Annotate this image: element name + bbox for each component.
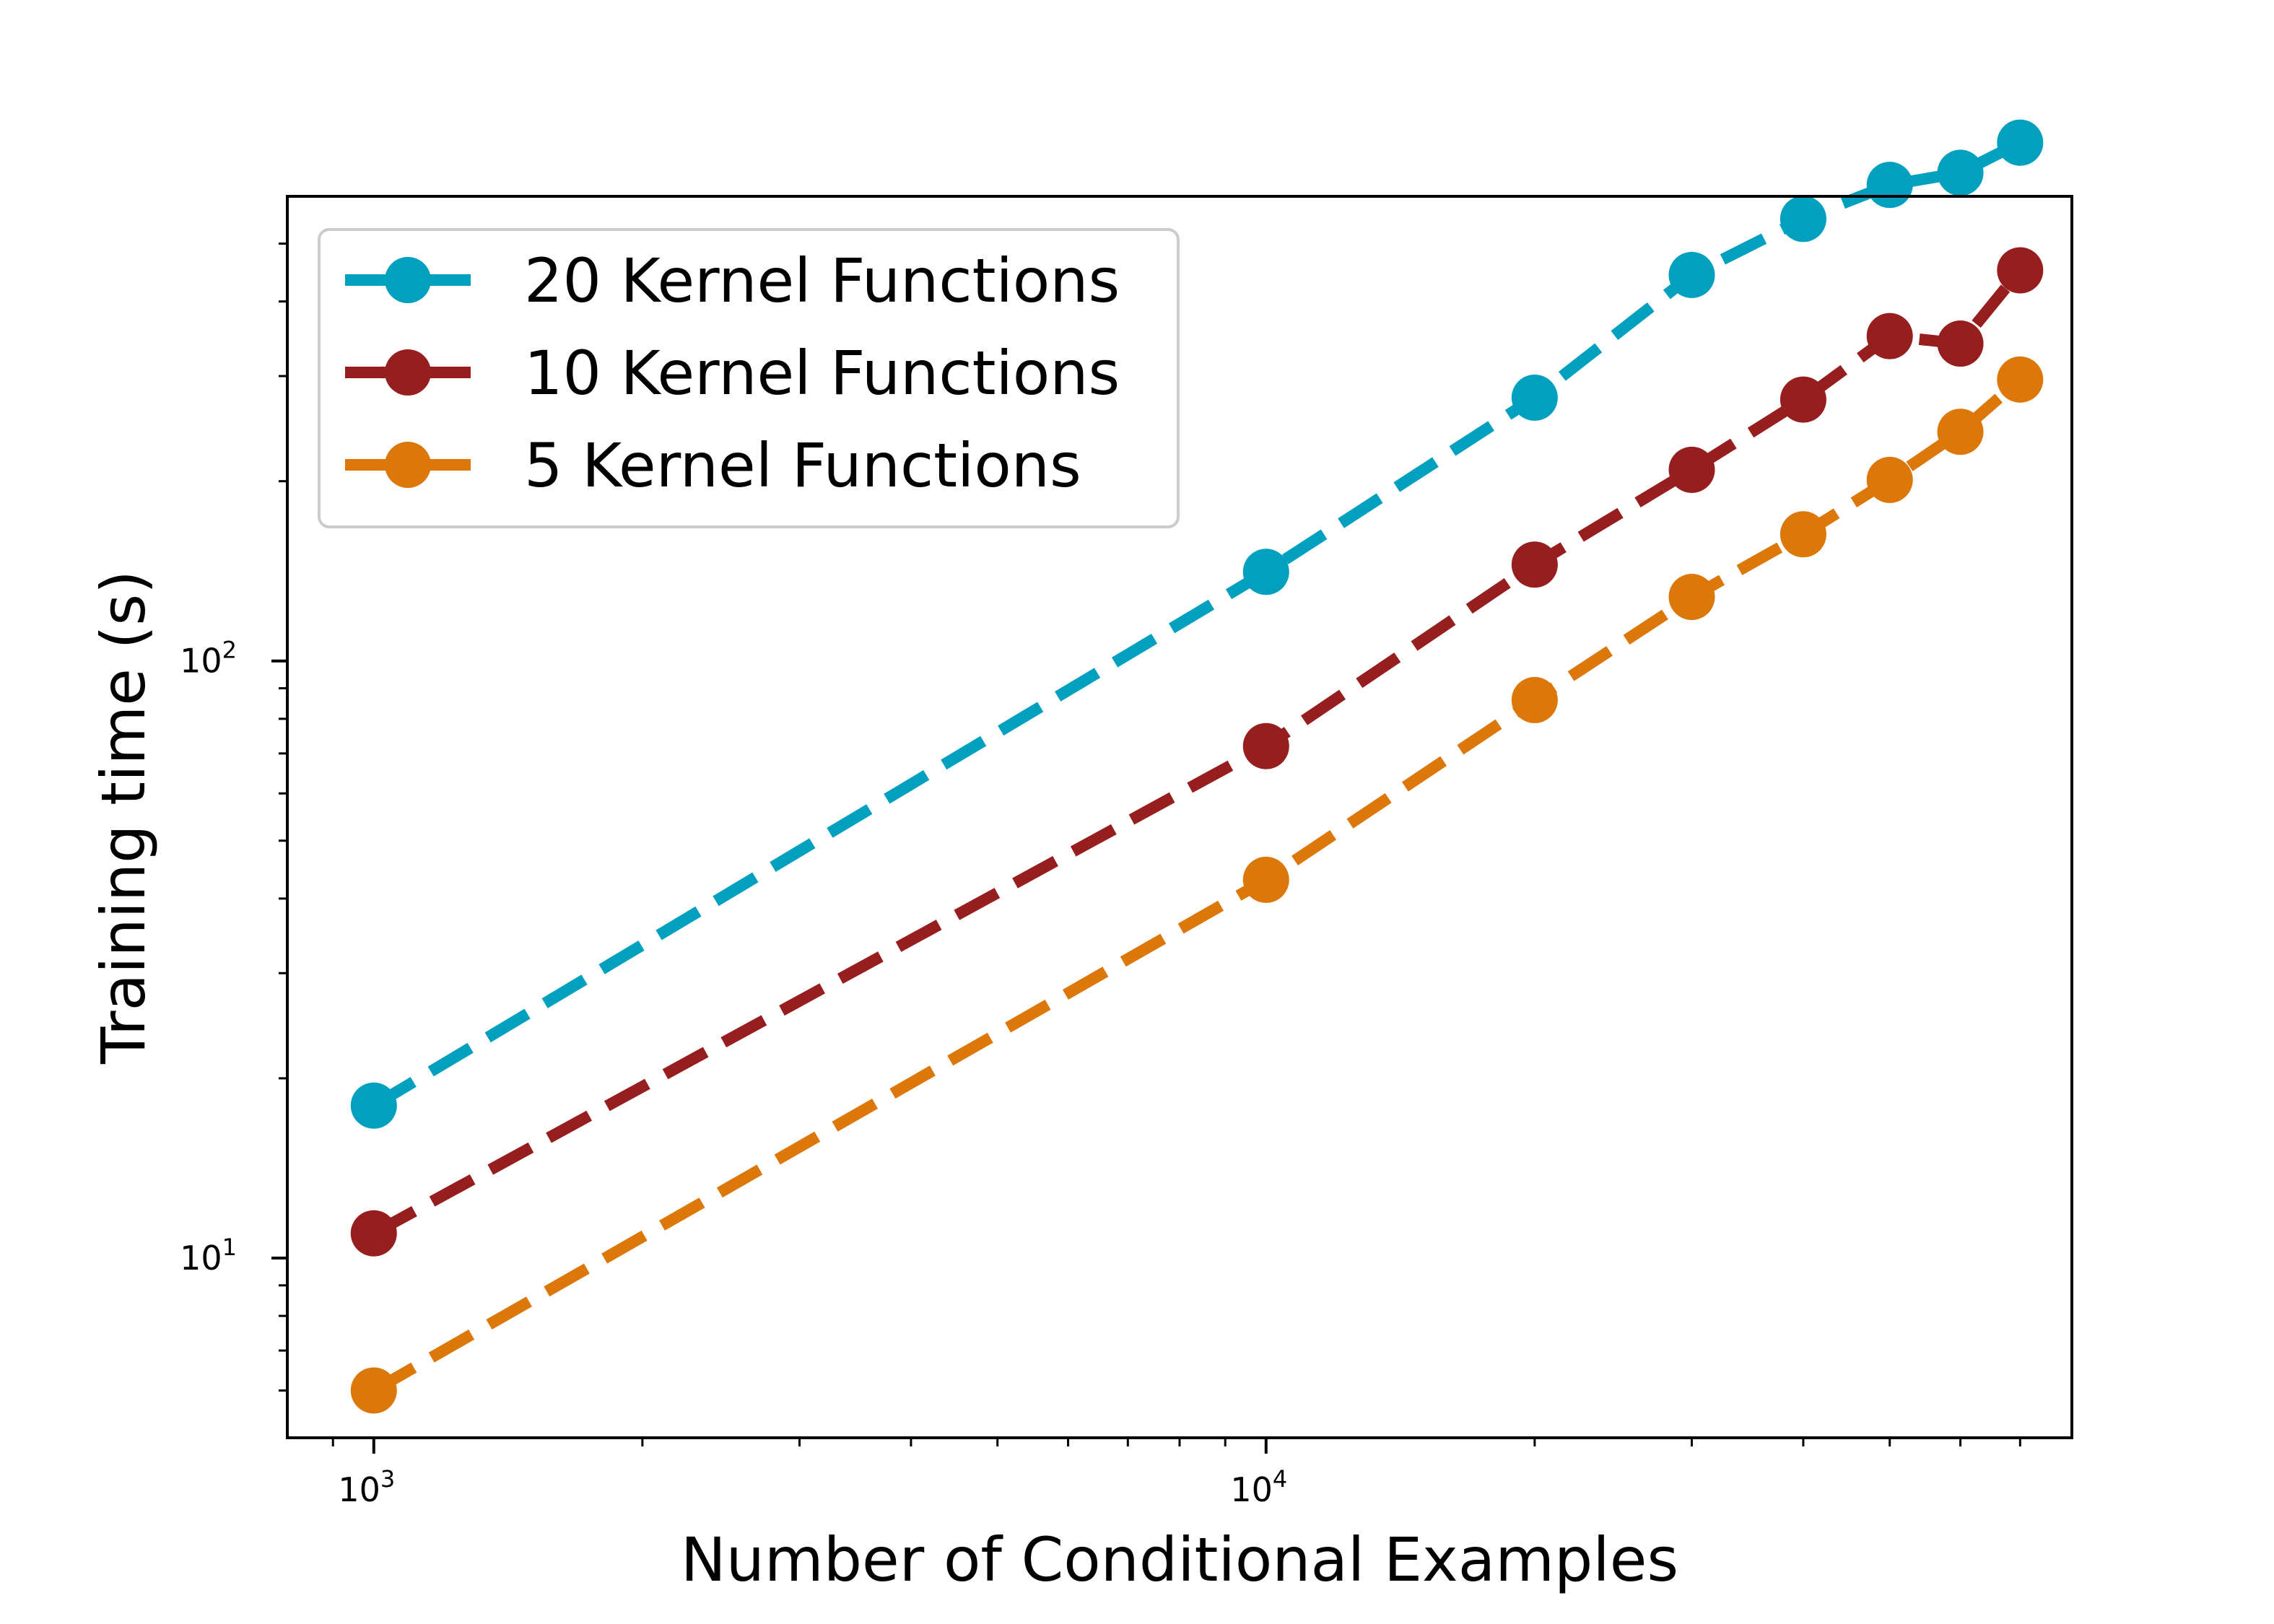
legend-box bbox=[318, 228, 1180, 528]
y-tick-label: 102 bbox=[180, 637, 237, 681]
data-point bbox=[1668, 251, 1715, 298]
legend: 20 Kernel Functions 10 Kernel Functions 5 … bbox=[318, 228, 1180, 528]
legend-entry: 20 Kernel Functions bbox=[345, 245, 1120, 316]
y-tick-label: 101 bbox=[180, 1234, 237, 1278]
series-3 bbox=[350, 356, 2044, 1414]
data-point bbox=[1937, 320, 1984, 367]
data-point bbox=[1997, 119, 2044, 166]
y-axis-ticks: 101 102 bbox=[180, 243, 287, 1392]
legend-entry: 10 Kernel Functions bbox=[345, 338, 1120, 409]
data-point bbox=[1937, 149, 1984, 196]
data-point bbox=[350, 1210, 397, 1257]
data-point bbox=[1866, 456, 1913, 503]
legend-marker bbox=[385, 257, 431, 303]
data-point bbox=[1866, 313, 1913, 359]
legend-label: 10 Kernel Functions bbox=[524, 338, 1120, 409]
data-point bbox=[1997, 356, 2044, 403]
legend-label: 20 Kernel Functions bbox=[524, 245, 1120, 316]
x-tick-label: 104 bbox=[1230, 1465, 1287, 1509]
data-point bbox=[1511, 676, 1558, 723]
data-point bbox=[1779, 376, 1826, 423]
x-axis-label: Number of Conditional Examples bbox=[681, 1524, 1678, 1595]
series-2 bbox=[350, 247, 2044, 1257]
series-line bbox=[370, 375, 2024, 1396]
data-point bbox=[350, 1082, 397, 1129]
x-tick-label: 103 bbox=[338, 1465, 395, 1509]
legend-entry: 5 Kernel Functions bbox=[345, 430, 1081, 501]
data-point bbox=[1511, 374, 1558, 421]
data-point bbox=[1779, 196, 1826, 243]
legend-marker bbox=[385, 349, 431, 396]
legend-label: 5 Kernel Functions bbox=[524, 430, 1081, 501]
data-point bbox=[1937, 409, 1984, 455]
data-point bbox=[1242, 722, 1289, 769]
data-point bbox=[1242, 856, 1289, 903]
legend-marker bbox=[385, 442, 431, 488]
x-axis-ticks: 103 104 bbox=[331, 1438, 2021, 1509]
data-point bbox=[1866, 162, 1913, 209]
data-point bbox=[1242, 549, 1289, 595]
data-point bbox=[350, 1367, 397, 1414]
data-point bbox=[1668, 574, 1715, 621]
y-axis-label: Training time (s) bbox=[88, 570, 159, 1065]
data-point bbox=[1997, 247, 2044, 294]
data-point bbox=[1779, 511, 1826, 558]
data-point bbox=[1511, 541, 1558, 588]
data-point bbox=[1668, 446, 1715, 493]
